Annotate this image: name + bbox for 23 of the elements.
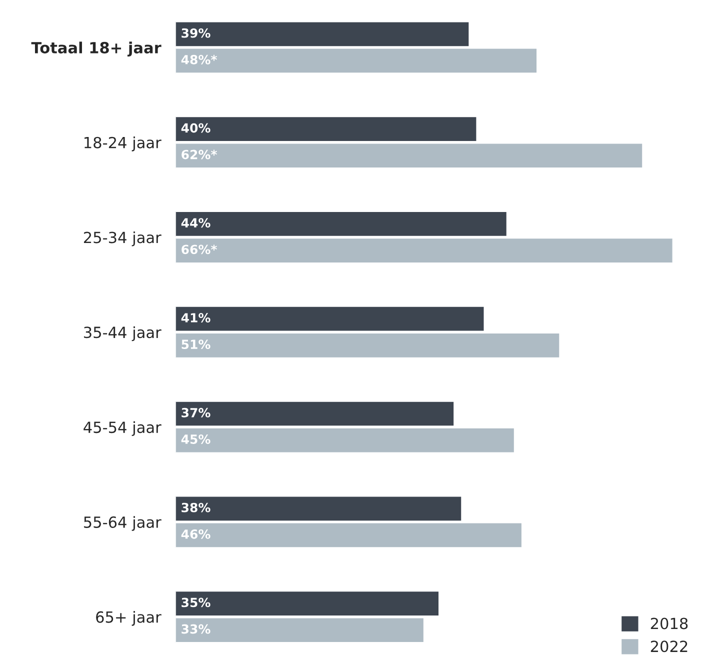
legend-label: 2018 xyxy=(650,618,688,630)
y-tick-label: 55-64 jaar xyxy=(84,516,162,531)
data-label: 51% xyxy=(182,340,210,350)
data-label: 62%* xyxy=(182,150,218,160)
y-tick-label: 45-54 jaar xyxy=(84,421,162,436)
data-label: 46% xyxy=(181,529,210,539)
data-label: 66%* xyxy=(182,244,218,254)
data-label: 35% xyxy=(182,598,210,608)
data-label: 48%* xyxy=(181,54,218,64)
y-tick-label: Totaal 18+ jaar xyxy=(31,42,162,57)
y-tick-label: 35-44 jaar xyxy=(84,326,162,342)
data-label: 41% xyxy=(181,313,210,322)
data-label: 37% xyxy=(182,408,210,418)
data-label: 33% xyxy=(182,624,210,634)
legend-label: 2022 xyxy=(650,640,688,652)
y-tick-label: 25-34 jaar xyxy=(84,231,162,246)
data-label: 44% xyxy=(181,218,210,228)
y-tick-label: 65+ jaar xyxy=(96,611,162,626)
data-label: 39% xyxy=(182,28,210,38)
y-tick-label: 18-24 jaar xyxy=(84,136,162,152)
data-label: 40% xyxy=(181,123,210,133)
data-label: 38% xyxy=(182,502,210,512)
data-label: 45% xyxy=(181,434,210,444)
